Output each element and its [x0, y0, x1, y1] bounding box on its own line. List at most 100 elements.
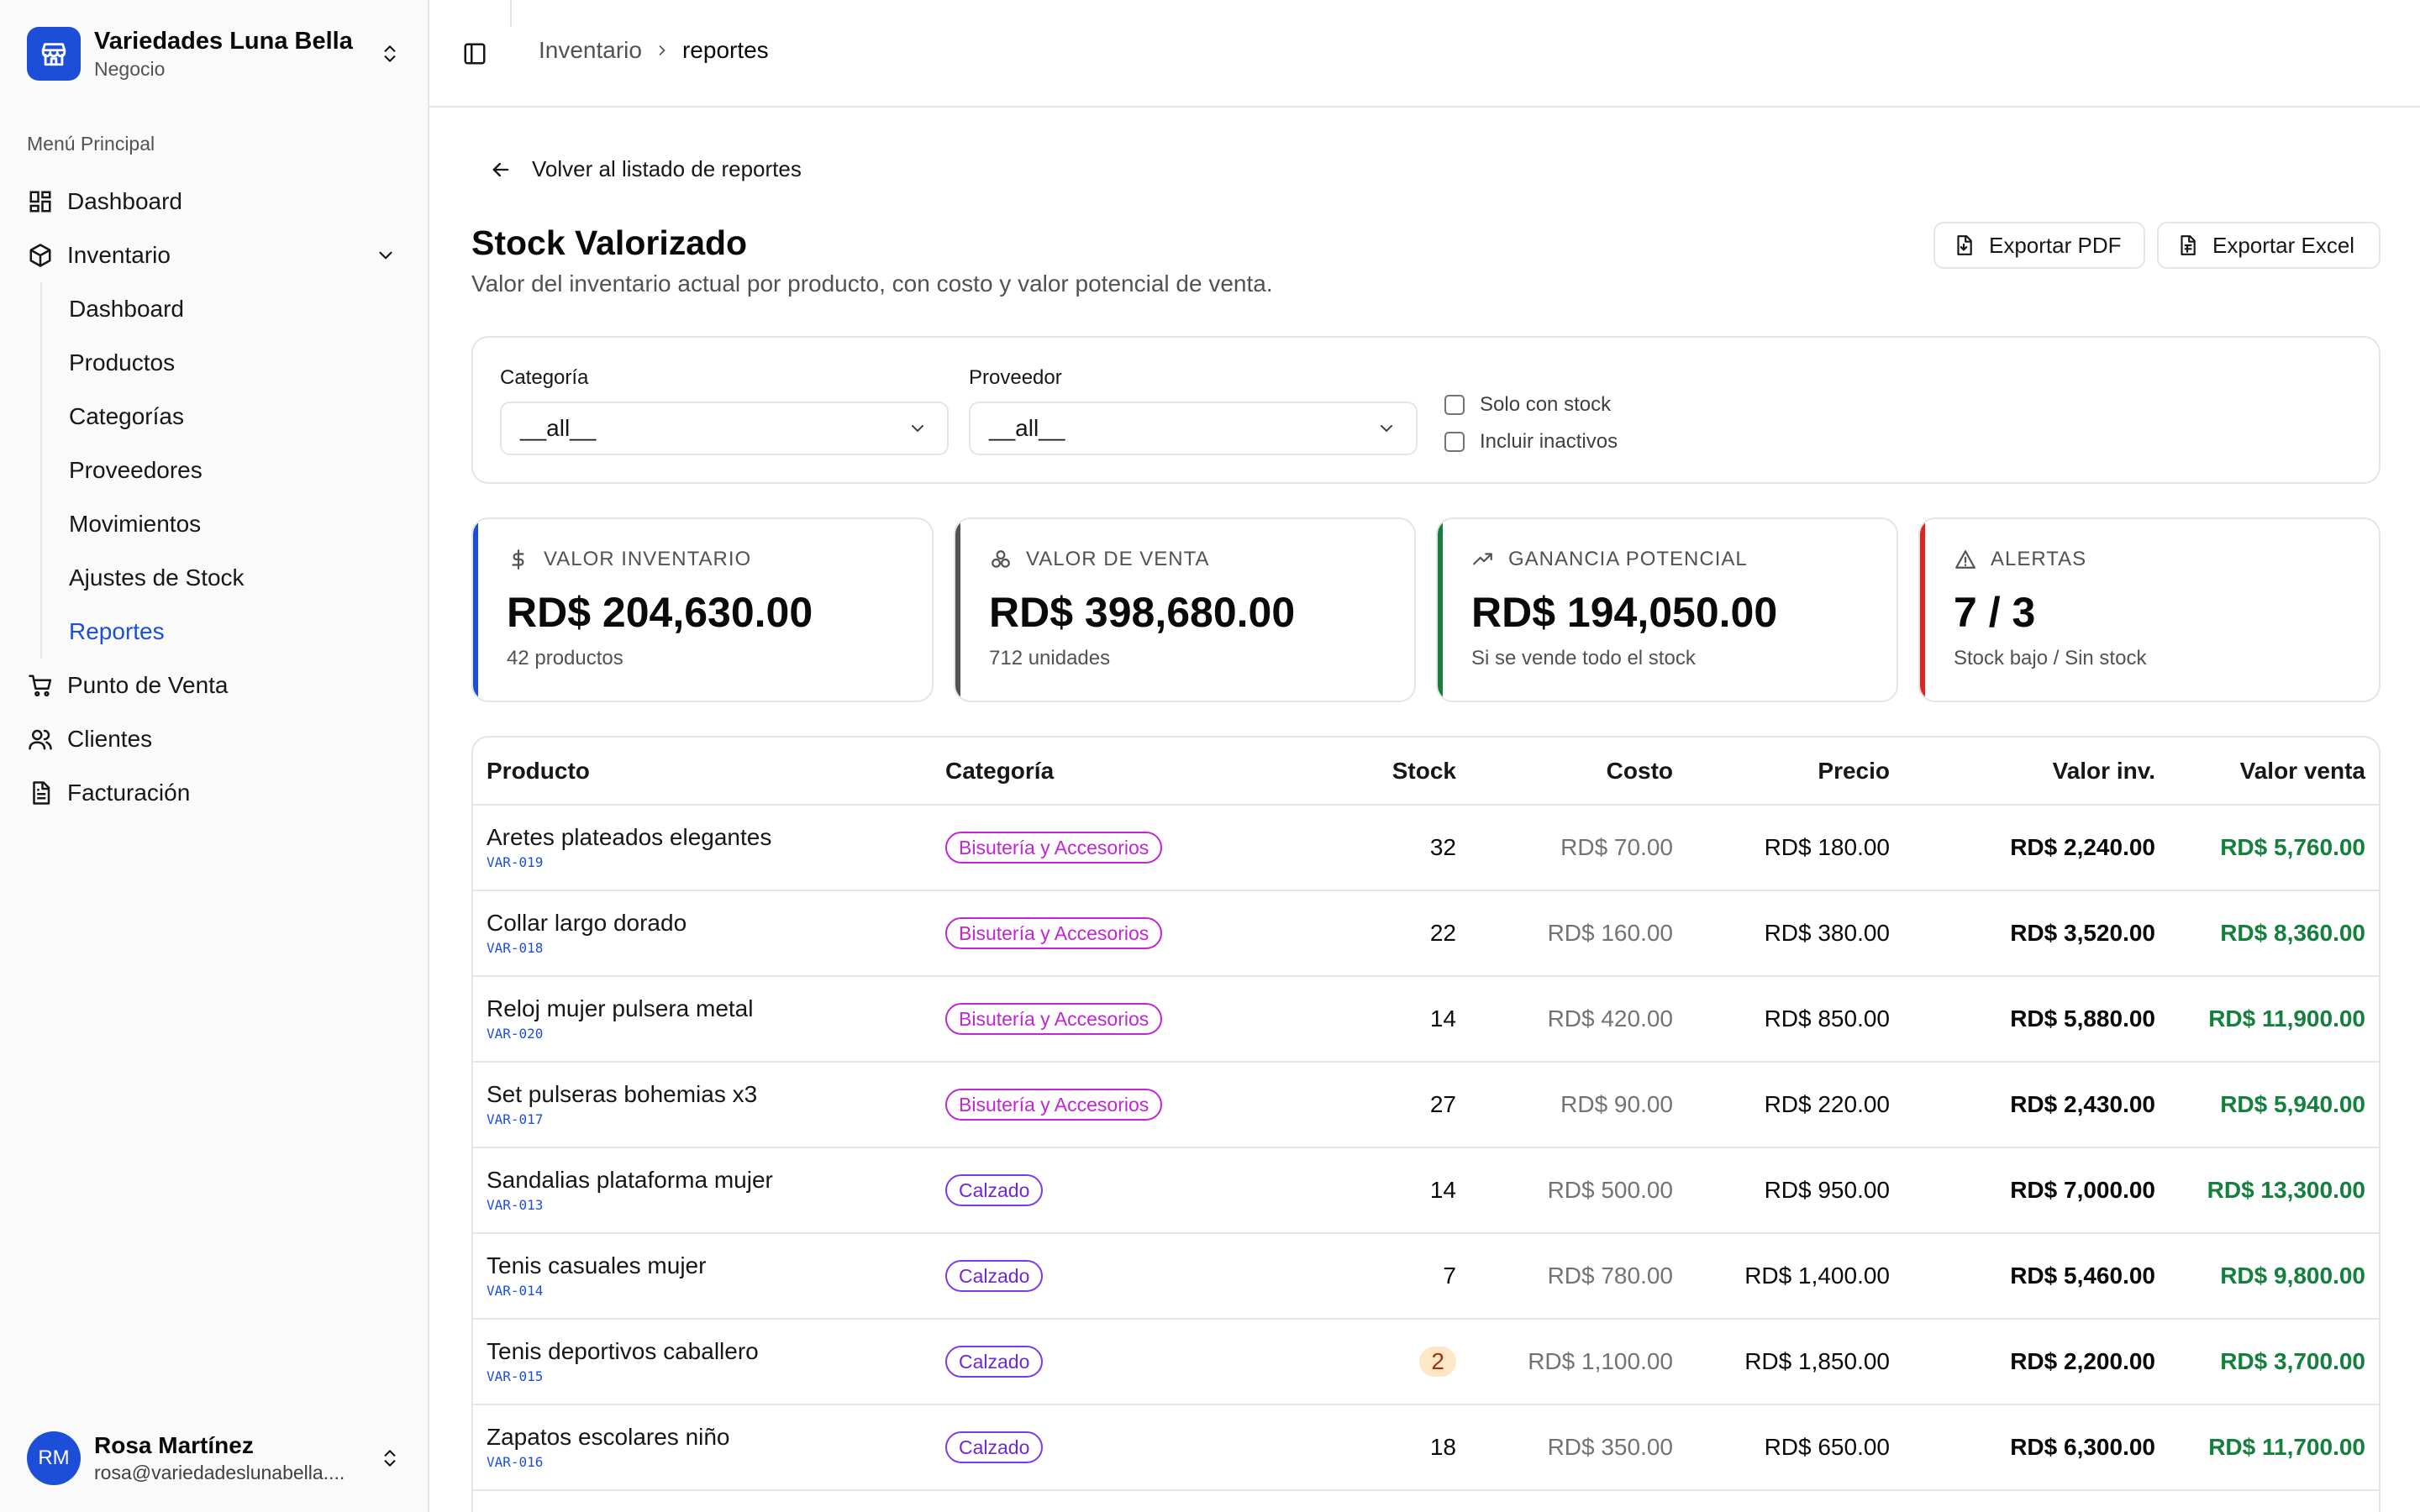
price-cell: RD$ 1,850.00: [1673, 1319, 1890, 1405]
breadcrumb-parent[interactable]: Inventario: [539, 37, 642, 63]
inventory-value-cell: RD$ 3,520.00: [1890, 890, 2155, 977]
back-link-label: Volver al listado de reportes: [532, 156, 802, 181]
supplier-select[interactable]: __all__: [969, 402, 1418, 455]
only-stock-checkbox[interactable]: [1444, 395, 1465, 415]
inventory-value-cell: RD$ 2,240.00: [1890, 805, 2155, 891]
card-footnote: 712 unidades: [989, 647, 1111, 669]
table-header-row: Producto Categoría Stock Costo Precio Va…: [473, 738, 2379, 806]
topbar: Inventario reportes: [429, 0, 2420, 108]
col-header-costo[interactable]: Costo: [1456, 738, 1673, 806]
sidebar-subitem-productos[interactable]: Productos: [69, 349, 176, 375]
card-title: VALOR INVENTARIO: [544, 548, 752, 570]
coins-icon: [989, 548, 1013, 571]
export-pdf-button[interactable]: Exportar PDF: [1933, 222, 2145, 269]
export-excel-button[interactable]: Exportar Excel: [2157, 222, 2381, 269]
low-stock-badge: 2: [1419, 1347, 1456, 1377]
chevron-down-icon: [373, 243, 398, 268]
table-row[interactable]: Aretes plateados elegantes VAR-019 Bisute…: [473, 805, 2379, 891]
stock-cell: 14: [1281, 1147, 1456, 1234]
divider: [510, 0, 512, 27]
sidebar-subitem-ajustes[interactable]: Ajustes de Stock: [69, 564, 245, 591]
cost-cell: RD$ 90.00: [1456, 1062, 1673, 1148]
sidebar-item-inventario[interactable]: Inventario: [13, 228, 417, 282]
user-name: Rosa Martínez: [94, 1432, 254, 1458]
table-row[interactable]: Tenis casuales mujer VAR-014 Calzado 7 RD…: [473, 1233, 2379, 1320]
inventory-value-cell: RD$ 7,000.00: [1890, 1147, 2155, 1234]
sidebar-item-facturacion[interactable]: Facturación: [13, 766, 417, 820]
product-name: Tenis casuales mujer: [487, 1252, 707, 1278]
file-text-icon: [27, 780, 54, 806]
category-badge: Bisutería y Accesorios: [945, 832, 1163, 864]
chevron-down-icon: [1376, 417, 1397, 439]
product-name: Zapatos escolares niño: [487, 1424, 730, 1450]
menu-label: Menú Principal: [27, 133, 155, 155]
category-select[interactable]: __all__: [500, 402, 949, 455]
sale-value-cell: RD$ 11,700.00: [2155, 1404, 2379, 1491]
user-menu[interactable]: RM Rosa Martínez rosa@variedadeslunabell…: [27, 1430, 403, 1487]
product-name: Tenis deportivos caballero: [487, 1338, 759, 1364]
sale-value-cell: RD$ 5,940.00: [2155, 1062, 2379, 1148]
cost-cell: RD$ 1,100.00: [1456, 1319, 1673, 1405]
file-download-icon: [1952, 234, 1975, 257]
sidebar-item-label: Inventario: [67, 242, 171, 268]
table-row[interactable]: Zapatos escolares niño VAR-016 Calzado 18…: [473, 1404, 2379, 1491]
chevron-down-icon: [907, 417, 929, 439]
table-row[interactable]: Sandalias plataforma mujer VAR-013 Calzad…: [473, 1147, 2379, 1234]
sidebar-item-clientes[interactable]: Clientes: [13, 712, 417, 766]
business-name: Variedades Luna Bella: [94, 28, 353, 55]
sidebar-subitem-categorias[interactable]: Categorías: [69, 403, 184, 429]
sidebar-subitem-movimientos[interactable]: Movimientos: [69, 511, 202, 537]
col-header-precio[interactable]: Precio: [1673, 738, 1890, 806]
sidebar-item-punto-de-venta[interactable]: Punto de Venta: [13, 659, 417, 712]
card-accent: [1920, 519, 1925, 701]
inventory-value-cell: RD$ 2,430.00: [1890, 1062, 2155, 1148]
back-to-reports-link[interactable]: Volver al listado de reportes: [488, 156, 802, 182]
card-value: 7 / 3: [1954, 589, 2036, 636]
dashboard-icon: [27, 188, 54, 215]
col-header-valor-inv[interactable]: Valor inv.: [1890, 738, 2155, 806]
stock-cell: 27: [1281, 1062, 1456, 1148]
col-header-categoria[interactable]: Categoría: [945, 738, 1281, 806]
inventory-value-cell: RD$ 6,300.00: [1890, 1404, 2155, 1491]
product-sku: VAR-016: [487, 1454, 544, 1470]
arrow-left-icon: [488, 157, 513, 182]
inventory-value-cell: RD$ 2,200.00: [1890, 1319, 2155, 1405]
sidebar-subitem-dashboard[interactable]: Dashboard: [69, 296, 184, 322]
table-row[interactable]: Collar largo dorado VAR-018 Bisutería y A…: [473, 890, 2379, 977]
price-cell: RD$ 950.00: [1673, 1147, 1890, 1234]
only-stock-checkbox-row[interactable]: Solo con stock: [1444, 393, 1611, 417]
card-potential-profit: GANANCIA POTENCIAL RD$ 194,050.00 Si se …: [1436, 517, 1898, 702]
stock-cell: 18: [1281, 1404, 1456, 1491]
col-header-stock[interactable]: Stock: [1281, 738, 1456, 806]
cost-cell: RD$ 160.00: [1456, 890, 1673, 977]
card-accent: [955, 519, 960, 701]
chevrons-up-down-icon: [376, 1445, 403, 1472]
col-header-valor-venta[interactable]: Valor venta: [2155, 738, 2379, 806]
table-row[interactable]: Reloj mujer pulsera metal VAR-020 Bisuter…: [473, 976, 2379, 1063]
card-accent: [473, 519, 478, 701]
sidebar-item-dashboard[interactable]: Dashboard: [13, 175, 417, 228]
sidebar-subitem-proveedores[interactable]: Proveedores: [69, 457, 203, 483]
spreadsheet-icon: [2175, 234, 2199, 257]
table-row[interactable]: Tenis deportivos caballero VAR-015 Calzad…: [473, 1319, 2379, 1405]
card-accent: [1438, 519, 1443, 701]
page-title: Stock Valorizado: [471, 223, 748, 262]
product-sku: VAR-014: [487, 1283, 544, 1299]
breadcrumb: Inventario reportes: [539, 37, 769, 64]
col-header-producto[interactable]: Producto: [473, 738, 945, 806]
sidebar-subitem-reportes[interactable]: Reportes: [69, 618, 165, 644]
breadcrumb-current: reportes: [681, 37, 769, 63]
sidebar-toggle-icon[interactable]: [460, 39, 490, 69]
supplier-select-value: __all__: [989, 415, 1065, 441]
sale-value-cell: RD$ 13,300.00: [2155, 1147, 2379, 1234]
card-value: RD$ 204,630.00: [507, 589, 813, 636]
stock-table: Producto Categoría Stock Costo Precio Va…: [471, 736, 2381, 1512]
include-inactive-checkbox[interactable]: [1444, 432, 1465, 452]
price-cell: RD$ 650.00: [1673, 1404, 1890, 1491]
card-footnote: Stock bajo / Sin stock: [1954, 647, 2147, 669]
category-filter-label: Categoría: [500, 366, 589, 389]
include-inactive-checkbox-row[interactable]: Incluir inactivos: [1444, 430, 1618, 454]
table-row[interactable]: Set pulseras bohemias x3 VAR-017 Bisuterí…: [473, 1062, 2379, 1148]
business-switcher[interactable]: Variedades Luna Bella Negocio: [27, 24, 403, 84]
category-badge: Bisutería y Accesorios: [945, 917, 1163, 949]
